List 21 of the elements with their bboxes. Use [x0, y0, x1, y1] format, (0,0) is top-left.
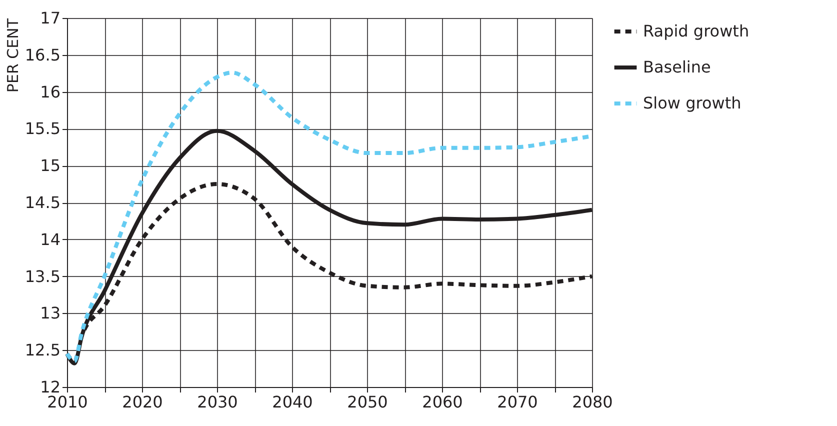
x-tick-label: 2060 — [422, 392, 463, 412]
x-tick-label: 2070 — [497, 392, 538, 412]
y-axis-title: PER CENT — [4, 18, 22, 93]
x-tick-label: 2040 — [272, 392, 313, 412]
y-tick-label: 15 — [40, 156, 60, 176]
y-tick-label: 15.5 — [24, 119, 60, 138]
x-tick-label: 2020 — [122, 392, 163, 412]
x-tick-label: 2030 — [197, 392, 238, 412]
x-tick-label: 2050 — [347, 392, 388, 412]
y-tick-label: 13 — [40, 304, 60, 323]
y-tick-label: 17 — [40, 8, 60, 28]
legend-label: Slow growth — [643, 94, 742, 112]
y-tick-label: 13.5 — [24, 266, 60, 286]
y-tick-label: 12.5 — [24, 340, 60, 360]
y-tick-label: 16 — [40, 82, 60, 102]
y-tick-label: 16.5 — [24, 45, 60, 64]
y-tick-label: 14.5 — [24, 193, 60, 212]
legend-label: Baseline — [643, 58, 711, 76]
y-tick-label: 14 — [40, 230, 60, 249]
x-tick-label: 2080 — [572, 392, 613, 412]
legend-label: Rapid growth — [643, 22, 750, 40]
